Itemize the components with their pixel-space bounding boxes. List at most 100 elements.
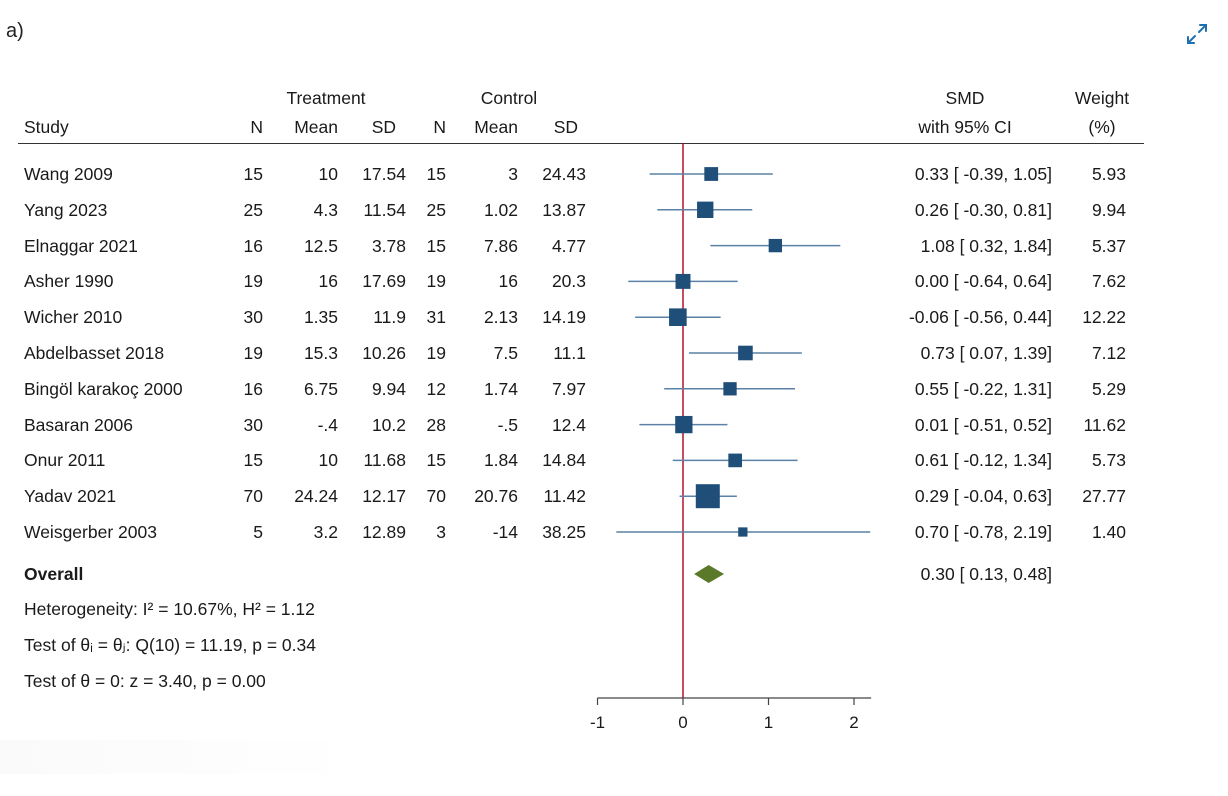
cell-t-mean: 1.35 <box>303 307 338 328</box>
cell-study: Elnaggar 2021 <box>24 235 138 256</box>
x-tick-label: 2 <box>849 713 858 732</box>
header-c-sd: SD <box>553 117 578 137</box>
cell-t-mean: 4.3 <box>313 199 338 220</box>
cell-study: Wang 2009 <box>24 164 113 184</box>
cell-t-sd: 9.94 <box>371 378 406 399</box>
header-control: Control <box>480 88 538 108</box>
cell-c-n: 12 <box>426 378 446 399</box>
effect-marker <box>675 415 693 434</box>
header-c-n: N <box>433 117 446 137</box>
cell-weight: 1.40 <box>1091 522 1126 542</box>
cell-weight: 5.93 <box>1091 164 1126 184</box>
cell-c-n: 31 <box>426 307 446 328</box>
cell-c-mean: -14 <box>492 522 518 542</box>
cell-t-sd: 3.78 <box>371 235 406 256</box>
cell-t-n: 25 <box>243 199 263 220</box>
cell-study: Wicher 2010 <box>24 307 123 328</box>
cell-c-sd: 4.77 <box>551 235 586 256</box>
overall-diamond <box>694 565 725 583</box>
cell-t-sd: 10.26 <box>362 343 406 363</box>
cell-c-mean: 3 <box>508 164 518 184</box>
cell-c-mean: -.5 <box>497 414 518 435</box>
test-theta0-text: Test of θ = 0: z = 3.40, p = 0.00 <box>24 671 266 691</box>
test-theta-i-text: Test of θᵢ = θⱼ: Q(10) = 11.19, p = 0.34 <box>24 635 316 655</box>
cell-smd-ci: 0.01 [ -0.51, 0.52] <box>914 414 1052 435</box>
header-study: Study <box>24 117 69 137</box>
cell-study: Asher 1990 <box>24 271 114 292</box>
heterogeneity-text: Heterogeneity: I² = 10.67%, H² = 1.12 <box>24 599 315 619</box>
x-tick-label: -1 <box>590 713 605 732</box>
cell-c-n: 3 <box>436 522 446 542</box>
header-smd: SMD <box>945 88 985 108</box>
cell-t-mean: 24.24 <box>294 486 338 507</box>
cell-c-mean: 20.76 <box>474 486 518 507</box>
cell-smd-ci: 0.00 [ -0.64, 0.64] <box>914 271 1052 292</box>
effect-marker <box>723 382 737 396</box>
cell-c-mean: 1.74 <box>483 378 518 399</box>
cell-c-sd: 20.3 <box>551 271 586 292</box>
cell-t-n: 15 <box>243 164 263 184</box>
cell-t-mean: 3.2 <box>313 522 338 542</box>
header-divider <box>18 143 1144 144</box>
effect-marker <box>695 484 720 509</box>
expand-icon[interactable] <box>1183 20 1211 48</box>
cell-smd-ci: -0.06 [ -0.56, 0.44] <box>908 307 1052 328</box>
cell-smd-ci: 0.33 [ -0.39, 1.05] <box>914 164 1052 184</box>
effect-marker <box>738 345 753 361</box>
overall-ci-text: 0.30 [ 0.13, 0.48] <box>920 564 1052 584</box>
cell-study: Bingöl karakoç 2000 <box>24 378 183 399</box>
cell-weight: 5.29 <box>1091 378 1126 399</box>
faded-area <box>0 740 360 774</box>
cell-t-sd: 11.54 <box>363 199 407 220</box>
cell-smd-ci: 1.08 [ 0.32, 1.84] <box>920 235 1052 256</box>
cell-t-sd: 12.89 <box>362 522 406 542</box>
cell-c-sd: 11.1 <box>553 343 586 363</box>
cell-t-n: 30 <box>243 414 263 435</box>
cell-t-n: 16 <box>243 378 263 399</box>
cell-study: Abdelbasset 2018 <box>24 343 165 363</box>
cell-c-mean: 16 <box>498 271 518 292</box>
cell-c-sd: 14.19 <box>542 307 586 328</box>
cell-c-mean: 7.86 <box>483 235 518 256</box>
cell-study: Onur 2011 <box>24 450 106 471</box>
header-smd-ci: with 95% CI <box>918 117 1012 137</box>
effect-marker <box>697 201 714 218</box>
header-c-mean: Mean <box>474 117 518 137</box>
cell-t-mean: 10 <box>318 164 338 184</box>
cell-t-sd: 10.2 <box>371 414 406 435</box>
header-t-mean: Mean <box>294 117 338 137</box>
overall-label: Overall <box>24 564 84 584</box>
cell-weight: 12.22 <box>1082 307 1126 328</box>
cell-t-sd: 11.9 <box>373 307 406 328</box>
cell-t-n: 15 <box>243 450 263 471</box>
cell-c-n: 19 <box>426 271 446 292</box>
effect-marker <box>675 273 691 289</box>
header-t-n: N <box>250 117 263 137</box>
cell-t-mean: 16 <box>318 271 338 292</box>
effect-marker <box>738 527 748 537</box>
cell-c-sd: 38.25 <box>542 522 586 542</box>
cell-weight: 9.94 <box>1091 199 1126 220</box>
effect-marker <box>704 167 719 181</box>
cell-smd-ci: 0.61 [ -0.12, 1.34] <box>914 450 1052 471</box>
cell-t-mean: 10 <box>318 450 338 471</box>
cell-study: Yadav 2021 <box>24 486 117 507</box>
cell-weight: 7.62 <box>1091 271 1126 292</box>
cell-t-n: 19 <box>243 271 263 292</box>
cell-c-mean: 1.02 <box>483 199 518 220</box>
cell-study: Weisgerber 2003 <box>24 522 157 542</box>
cell-c-n: 15 <box>426 164 446 184</box>
header-weight-unit: (%) <box>1088 117 1116 137</box>
cell-c-n: 19 <box>426 343 446 363</box>
cell-weight: 11.62 <box>1083 414 1127 435</box>
cell-c-sd: 11.42 <box>543 486 587 507</box>
cell-t-mean: -.4 <box>317 414 338 435</box>
x-tick-label: 0 <box>678 713 687 732</box>
cell-t-n: 5 <box>253 522 263 542</box>
cell-t-mean: 15.3 <box>303 343 338 363</box>
header-t-sd: SD <box>371 117 396 137</box>
cell-t-n: 19 <box>243 343 263 363</box>
effect-marker <box>768 238 783 253</box>
cell-c-sd: 12.4 <box>551 414 586 435</box>
cell-weight: 5.37 <box>1091 235 1126 256</box>
